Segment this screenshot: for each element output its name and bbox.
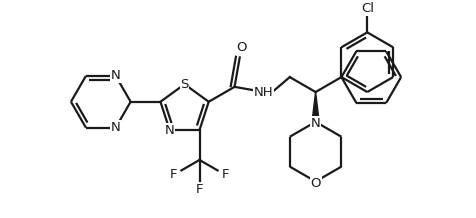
Text: S: S: [180, 78, 189, 91]
Polygon shape: [312, 92, 319, 122]
Text: N: N: [111, 69, 120, 82]
Text: Cl: Cl: [361, 2, 374, 15]
Text: F: F: [222, 168, 229, 181]
Text: NH: NH: [254, 85, 274, 99]
Text: O: O: [310, 177, 321, 189]
Text: F: F: [196, 183, 203, 196]
Text: O: O: [236, 41, 247, 54]
Text: F: F: [170, 168, 178, 181]
Text: N: N: [165, 124, 175, 137]
Text: N: N: [311, 117, 320, 130]
Text: N: N: [111, 121, 120, 134]
